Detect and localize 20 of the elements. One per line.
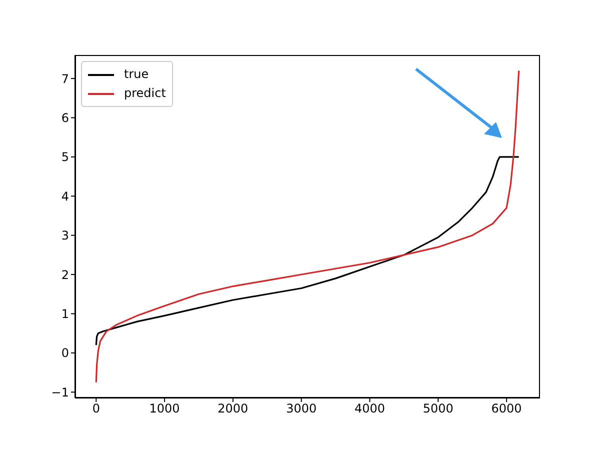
- x-tick-label: 0: [92, 402, 100, 416]
- x-tick-label: 5000: [422, 402, 454, 416]
- y-tick-label: 6: [61, 110, 69, 125]
- y-tick-label: 7: [61, 72, 69, 86]
- legend-label: predict: [124, 85, 166, 102]
- x-tick-label: 4000: [354, 402, 386, 416]
- legend-label: true: [124, 66, 149, 83]
- y-tick-label: 2: [61, 268, 69, 282]
- x-tick-label: 3000: [286, 402, 317, 416]
- y-tick-label: 5: [61, 150, 69, 164]
- y-tick-label: −1: [51, 385, 69, 400]
- x-tick-label: 1000: [149, 402, 180, 416]
- x-tick-label: 6000: [491, 402, 522, 416]
- y-tick-label: 1: [61, 306, 69, 321]
- y-tick-label: 0: [61, 346, 69, 360]
- line-series: [95, 156, 520, 346]
- x-tick-label: 2000: [218, 402, 248, 416]
- line-series: [95, 70, 520, 384]
- y-tick-label: 3: [61, 228, 69, 243]
- y-tick-label: 4: [61, 189, 69, 204]
